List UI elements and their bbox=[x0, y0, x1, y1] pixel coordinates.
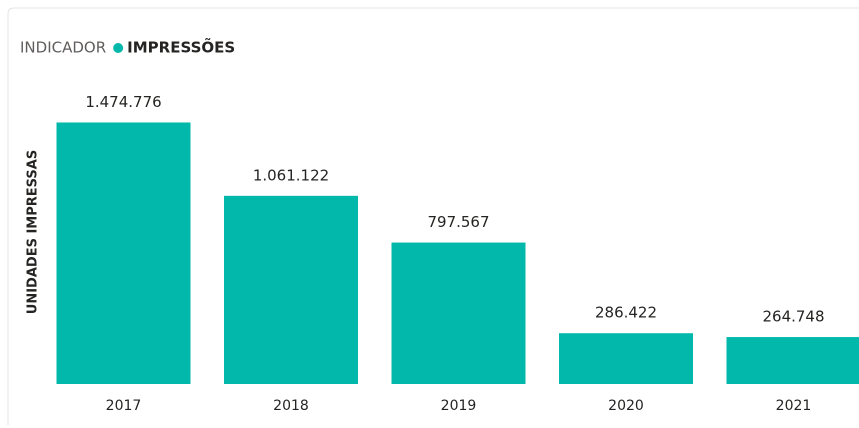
bar bbox=[56, 122, 191, 384]
bar bbox=[559, 333, 693, 384]
legend-title: INDICADOR bbox=[20, 39, 106, 57]
y-axis-label: UNIDADES IMPRESSAS bbox=[26, 150, 41, 314]
bar bbox=[224, 195, 358, 384]
data-label: 1.474.776 bbox=[85, 93, 161, 111]
x-tick-label: 2018 bbox=[273, 398, 309, 414]
x-tick-label: 2017 bbox=[106, 398, 142, 414]
legend-marker bbox=[113, 43, 124, 53]
x-tick-label: 2020 bbox=[608, 398, 644, 414]
card-border bbox=[7, 7, 859, 425]
data-label: 286.422 bbox=[595, 304, 657, 322]
data-label: 264.748 bbox=[762, 308, 824, 326]
legend-label: IMPRESSÕES bbox=[127, 38, 235, 57]
bar bbox=[391, 242, 526, 384]
data-label: 1.061.122 bbox=[253, 166, 329, 184]
bar bbox=[726, 337, 859, 384]
x-tick-label: 2021 bbox=[776, 398, 812, 414]
data-label: 797.567 bbox=[427, 213, 489, 231]
x-tick-label: 2019 bbox=[441, 398, 477, 414]
